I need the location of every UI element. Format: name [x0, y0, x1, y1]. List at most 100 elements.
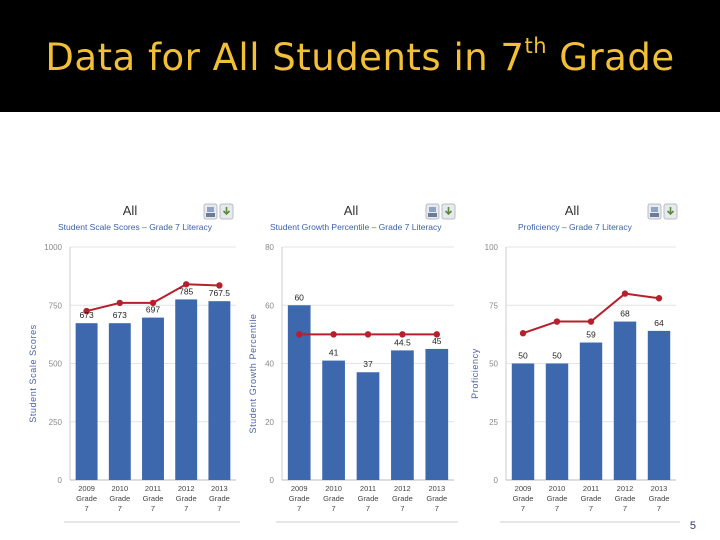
bar: [647, 330, 671, 480]
x-tick-label: Grade: [358, 494, 379, 503]
x-tick-label: 7: [623, 504, 627, 513]
y-tick-label: 0: [494, 476, 499, 485]
y-tick-label: 75: [489, 301, 498, 310]
data-label: 45: [432, 336, 442, 346]
data-label: 44.5: [394, 337, 411, 347]
x-tick-label: Grade: [76, 494, 97, 503]
bar: [579, 342, 603, 480]
x-tick-label: 7: [589, 504, 593, 513]
y-tick-label: 1000: [44, 243, 62, 252]
export-icon: [219, 203, 234, 220]
y-tick-label: 0: [58, 476, 63, 485]
x-tick-label: 2012: [394, 484, 411, 493]
slide-title: Data for All Students in 7th Grade: [0, 33, 720, 79]
chart-subtitle: Student Scale Scores – Grade 7 Literacy: [58, 222, 213, 232]
y-tick-label: 25: [489, 418, 498, 427]
bar: [108, 323, 131, 480]
data-label: 60: [294, 292, 304, 302]
data-label: 68: [620, 309, 630, 319]
x-tick-label: 2010: [325, 484, 342, 493]
export-icon: [663, 203, 678, 220]
x-tick-label: 7: [297, 504, 301, 513]
x-tick-label: Grade: [176, 494, 197, 503]
x-tick-label: 7: [118, 504, 122, 513]
y-tick-label: 80: [265, 243, 274, 252]
y-tick-label: 0: [270, 476, 275, 485]
x-tick-label: 7: [184, 504, 188, 513]
export-icon-arrow: [222, 207, 231, 216]
y-tick-label: 500: [49, 360, 63, 369]
data-label: 673: [113, 310, 127, 320]
chart-panel-2: All Student Growth Percentile – Grade 7 L…: [248, 203, 458, 523]
data-label: 785: [179, 286, 193, 296]
print-icon-tray: [428, 213, 437, 217]
page-number: 5: [689, 520, 696, 532]
charts-area: All Student Scale Scores – Grade 7 Litera…: [28, 203, 680, 523]
data-label: 37: [363, 359, 373, 369]
trend-point: [149, 299, 157, 307]
data-label: 50: [518, 351, 528, 361]
x-tick-label: 2010: [549, 484, 566, 493]
y-tick-label: 20: [265, 418, 274, 427]
trend-point: [399, 331, 406, 338]
x-tick-label: 7: [555, 504, 559, 513]
chart-panel-1: All Student Scale Scores – Grade 7 Litera…: [28, 203, 240, 523]
y-axis-label: Proficiency: [470, 348, 480, 399]
x-tick-label: Grade: [289, 494, 310, 503]
data-label: 697: [146, 305, 160, 315]
data-label: 64: [654, 318, 664, 328]
x-tick-label: Grade: [615, 494, 636, 503]
x-tick-label: 2009: [78, 484, 95, 493]
trend-line: [522, 292, 660, 335]
x-tick-label: 2009: [291, 484, 308, 493]
x-tick-label: Grade: [209, 494, 230, 503]
trend-point: [621, 290, 629, 297]
x-tick-label: Grade: [323, 494, 344, 503]
slide-title-main: Data for All Students in 7: [45, 36, 525, 79]
x-tick-label: Grade: [109, 494, 130, 503]
trend-point: [433, 331, 440, 338]
x-tick-label: 7: [85, 504, 89, 513]
y-tick-label: 100: [485, 243, 499, 252]
y-axis-label: Student Growth Percentile: [248, 313, 258, 433]
x-tick-label: 2011: [360, 484, 376, 493]
bar: [322, 360, 345, 480]
export-icon: [441, 203, 456, 220]
x-tick-label: 2012: [178, 484, 195, 493]
bar: [287, 305, 311, 480]
x-tick-label: Grade: [547, 494, 568, 503]
x-tick-label: 2013: [428, 484, 445, 493]
x-tick-label: 2010: [111, 484, 128, 493]
x-tick-label: 7: [521, 504, 525, 513]
data-label: 41: [329, 348, 339, 358]
x-tick-label: 2013: [651, 484, 668, 493]
y-tick-label: 60: [265, 301, 274, 310]
trend-point: [83, 307, 90, 315]
bar: [511, 363, 535, 480]
x-tick-label: Grade: [426, 494, 447, 503]
print-icon-glyph: [429, 207, 436, 212]
x-tick-label: Grade: [649, 494, 670, 503]
trend-point: [553, 318, 561, 325]
bar: [425, 348, 449, 480]
bar: [613, 321, 637, 480]
print-icon-glyph: [207, 207, 214, 212]
bar: [356, 372, 380, 480]
slide-title-superscript: th: [524, 33, 548, 58]
chart-subtitle: Proficiency – Grade 7 Literacy: [518, 222, 633, 232]
data-label: 59: [586, 330, 596, 340]
data-label: 50: [552, 351, 562, 361]
bar: [545, 363, 569, 480]
trend-point: [330, 331, 337, 338]
bar: [391, 350, 414, 480]
x-tick-label: 7: [332, 504, 336, 513]
bar: [208, 301, 231, 480]
print-icon: [425, 203, 440, 220]
chart-title: All: [344, 203, 359, 218]
chart-title: All: [123, 203, 138, 218]
y-tick-label: 250: [49, 418, 63, 427]
y-tick-label: 40: [265, 360, 274, 369]
x-tick-label: 7: [657, 504, 661, 513]
trend-point: [587, 318, 595, 325]
